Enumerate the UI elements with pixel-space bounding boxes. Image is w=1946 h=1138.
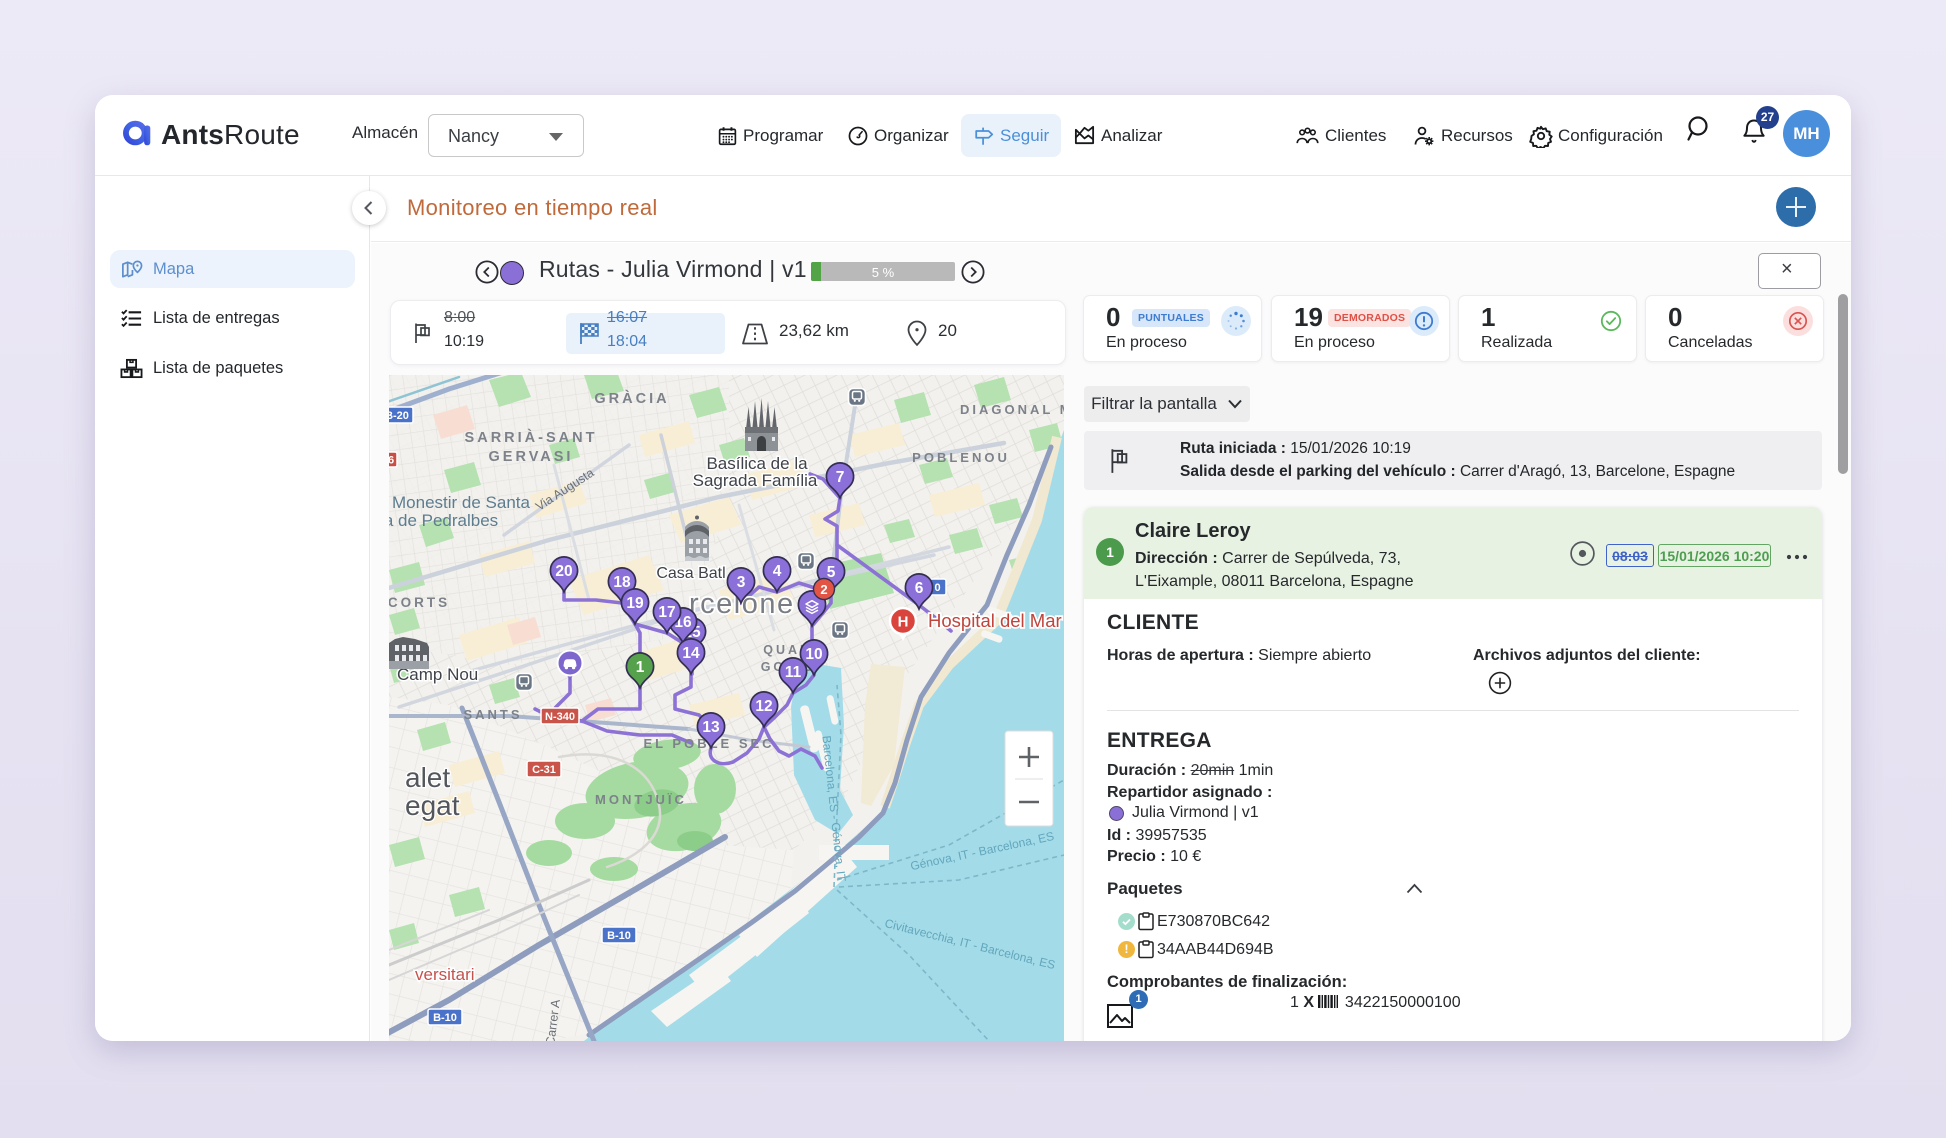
svg-text:C-31: C-31 bbox=[532, 764, 556, 776]
svg-text:1: 1 bbox=[636, 659, 645, 676]
svg-text:7: 7 bbox=[836, 469, 845, 486]
svg-text:SARRIÀ-SANT: SARRIÀ-SANT bbox=[465, 429, 598, 446]
svg-text:10: 10 bbox=[805, 646, 822, 663]
svg-text:20: 20 bbox=[555, 563, 572, 580]
svg-text:SANTS: SANTS bbox=[463, 707, 522, 722]
svg-text:14: 14 bbox=[682, 645, 700, 662]
svg-text:a de Pedralbes: a de Pedralbes bbox=[389, 511, 498, 530]
svg-text:Monestir de Santa: Monestir de Santa bbox=[392, 493, 531, 512]
svg-text:GRÀCIA: GRÀCIA bbox=[594, 390, 669, 407]
svg-text:0: 0 bbox=[934, 582, 940, 594]
svg-text:B-20: B-20 bbox=[389, 410, 409, 422]
svg-text:11: 11 bbox=[785, 664, 802, 681]
svg-text:Sagrada Família: Sagrada Família bbox=[693, 471, 818, 490]
svg-text:13: 13 bbox=[702, 719, 720, 736]
svg-text:12: 12 bbox=[755, 698, 772, 715]
svg-text:Basílica de la: Basílica de la bbox=[706, 454, 808, 473]
svg-text:GERVASI: GERVASI bbox=[489, 449, 574, 465]
svg-text:N-340: N-340 bbox=[545, 711, 575, 723]
svg-text:4: 4 bbox=[773, 563, 782, 580]
svg-text:DIAGONAL MA: DIAGONAL MA bbox=[960, 402, 1064, 417]
svg-text:18: 18 bbox=[613, 574, 631, 591]
svg-text:CORTS: CORTS bbox=[389, 595, 450, 610]
svg-text:B-10: B-10 bbox=[607, 930, 631, 942]
svg-text:Carrer A: Carrer A bbox=[543, 998, 563, 1041]
svg-text:POBLENOU: POBLENOU bbox=[912, 450, 1010, 465]
svg-text:Hospital del Mar: Hospital del Mar bbox=[928, 610, 1062, 631]
svg-text:alet: alet bbox=[405, 762, 450, 793]
svg-text:H: H bbox=[898, 613, 909, 630]
svg-text:3: 3 bbox=[737, 574, 746, 591]
svg-text:19: 19 bbox=[626, 595, 644, 612]
svg-text:MONTJUÏC: MONTJUÏC bbox=[595, 792, 687, 807]
svg-text:2: 2 bbox=[820, 582, 827, 597]
svg-text:B-10: B-10 bbox=[433, 1012, 457, 1024]
svg-text:6: 6 bbox=[389, 455, 394, 467]
svg-text:egat: egat bbox=[405, 790, 460, 821]
svg-text:versitari: versitari bbox=[415, 965, 475, 984]
svg-text:Casa Batl: Casa Batl bbox=[656, 565, 725, 582]
svg-text:6: 6 bbox=[915, 580, 924, 597]
svg-text:5: 5 bbox=[827, 564, 836, 581]
svg-text:17: 17 bbox=[658, 604, 675, 621]
